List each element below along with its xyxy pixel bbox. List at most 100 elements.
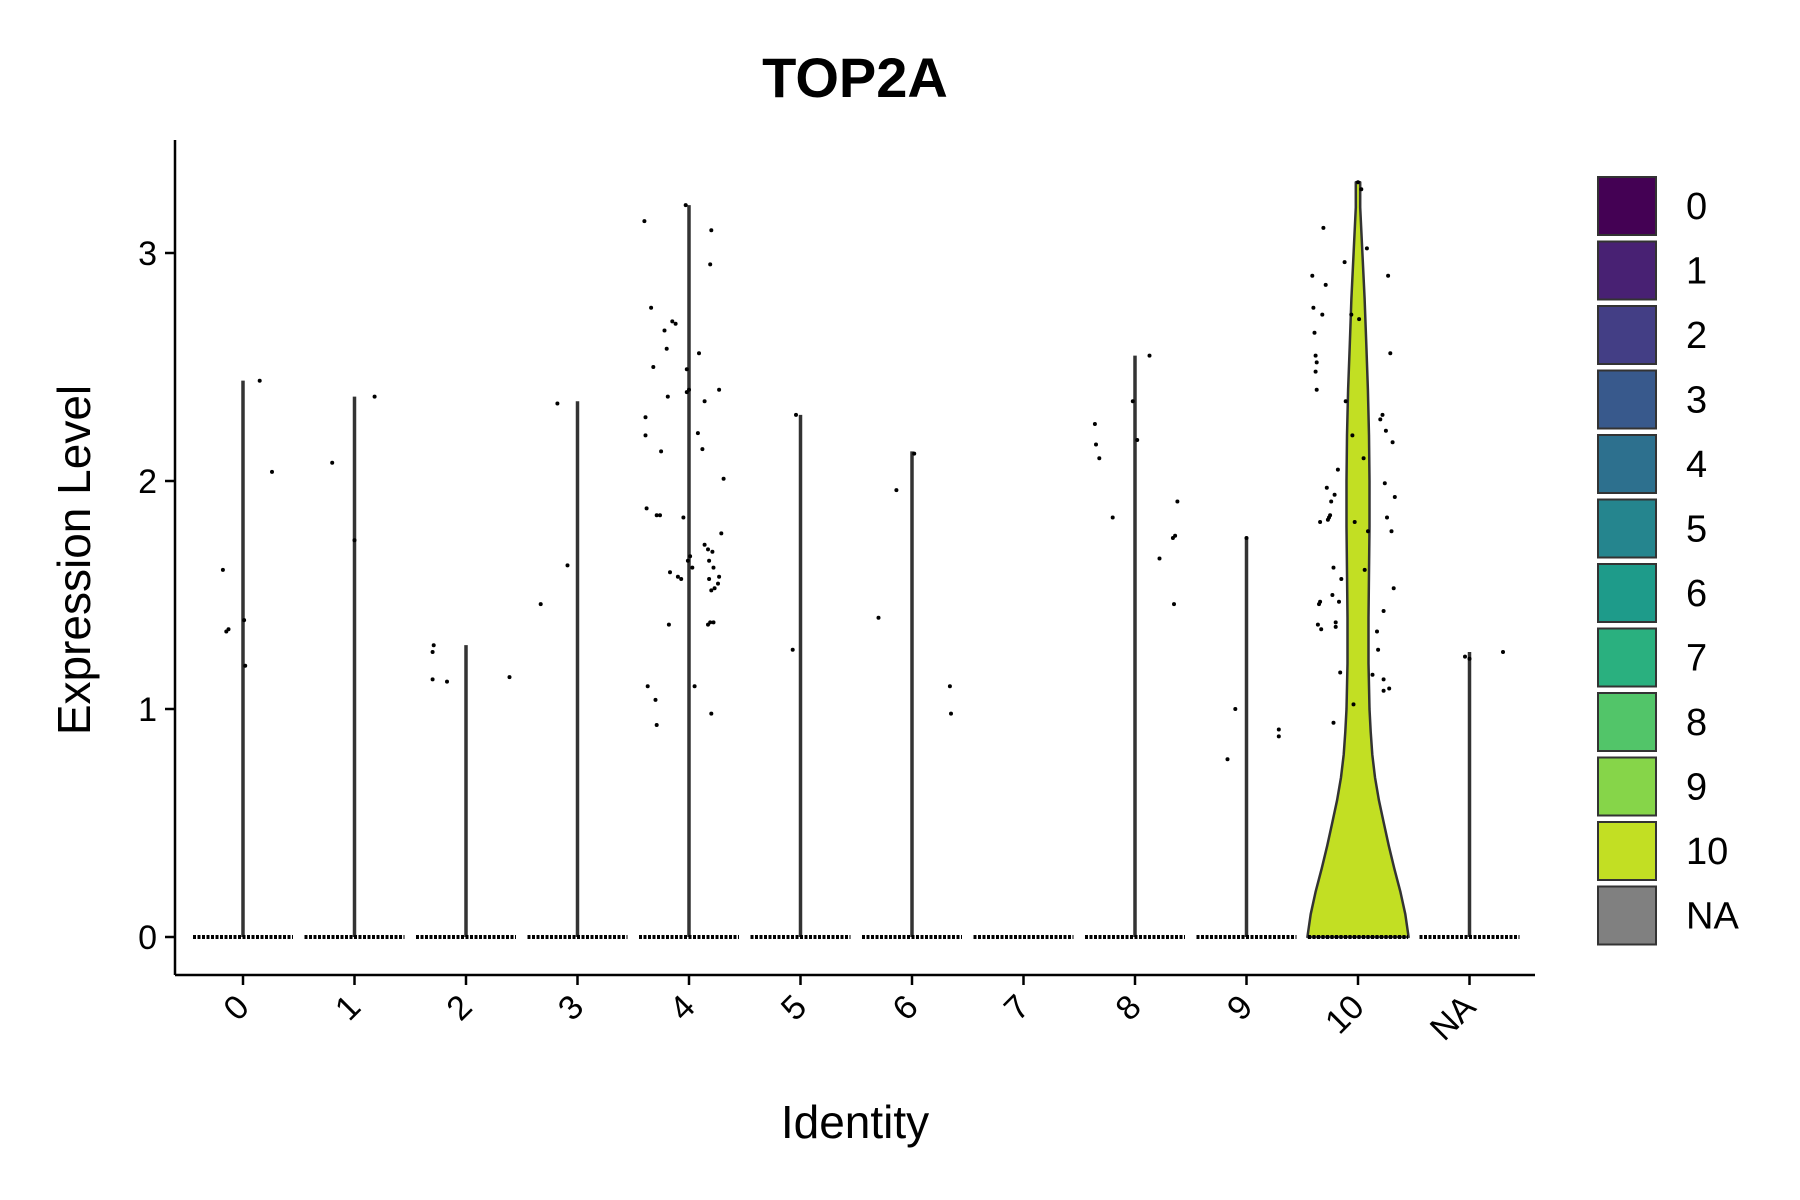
data-point — [697, 351, 701, 356]
data-point — [1366, 529, 1370, 534]
data-point — [662, 328, 667, 333]
data-point — [1319, 627, 1324, 632]
data-point — [654, 723, 659, 727]
data-point — [1359, 187, 1364, 192]
data-point — [1097, 456, 1102, 461]
data-point — [947, 684, 952, 689]
data-point — [684, 367, 689, 372]
legend-label: 6 — [1686, 573, 1707, 615]
legend-swatch — [1597, 563, 1657, 623]
data-point — [673, 321, 678, 326]
x-tick-label: 3 — [551, 988, 591, 1028]
data-point — [1276, 727, 1281, 732]
data-point — [1392, 495, 1397, 499]
data-point — [1135, 438, 1140, 442]
x-tick-label: 2 — [439, 988, 479, 1028]
data-point — [1244, 536, 1249, 540]
data-point — [1314, 387, 1319, 392]
data-point — [684, 390, 689, 395]
data-point — [1314, 360, 1319, 365]
data-point — [1318, 520, 1323, 524]
x-tick-label: 10 — [1318, 988, 1372, 1042]
x-tick-label: 0 — [216, 988, 256, 1028]
data-point — [538, 602, 543, 607]
data-point — [688, 554, 693, 559]
data-point — [1233, 707, 1238, 711]
data-point — [257, 378, 262, 383]
data-point — [654, 513, 659, 518]
data-point — [1312, 330, 1317, 335]
data-point — [1315, 622, 1320, 627]
data-point — [1361, 456, 1366, 461]
data-point — [894, 488, 899, 493]
data-point — [1333, 620, 1338, 625]
data-point — [431, 643, 436, 648]
legend-label: 5 — [1686, 509, 1707, 551]
data-point — [1328, 513, 1333, 518]
data-point — [1364, 246, 1369, 251]
data-point — [717, 574, 722, 579]
data-point — [1376, 647, 1381, 652]
data-point — [1350, 433, 1355, 438]
x-tick-label: 9 — [1220, 988, 1260, 1028]
data-point — [665, 394, 670, 399]
legend: 0 1 2 3 4 5 6 7 8 9 10 NA — [1597, 176, 1739, 946]
legend-swatch — [1597, 885, 1657, 946]
legend-swatch — [1597, 498, 1657, 559]
data-point — [1339, 577, 1344, 581]
data-point — [707, 577, 712, 581]
data-point — [702, 542, 707, 547]
plot-area — [193, 180, 1520, 939]
data-point — [270, 469, 274, 474]
data-point — [1357, 317, 1362, 322]
data-point — [664, 346, 669, 351]
data-point — [651, 365, 656, 369]
data-point — [242, 618, 247, 623]
data-point — [659, 449, 664, 454]
data-point — [330, 460, 335, 465]
data-point — [711, 565, 716, 570]
data-point — [643, 415, 648, 420]
data-point — [1332, 492, 1337, 497]
data-point — [1225, 757, 1230, 762]
data-point — [876, 615, 881, 620]
data-point — [912, 451, 917, 456]
legend-swatch — [1597, 756, 1657, 817]
data-point — [712, 586, 717, 591]
data-point — [1335, 467, 1340, 472]
data-point — [1110, 515, 1115, 520]
data-point — [1501, 650, 1505, 654]
data-point — [719, 531, 724, 536]
data-point — [1342, 260, 1347, 265]
data-point — [1383, 428, 1388, 433]
data-point — [1175, 499, 1180, 504]
data-point — [670, 319, 675, 324]
data-point — [790, 647, 795, 652]
x-tick-label: 6 — [885, 988, 925, 1028]
x-tick-label: 8 — [1108, 988, 1148, 1028]
data-point — [690, 565, 695, 570]
data-point — [1173, 533, 1178, 538]
data-point — [1389, 529, 1394, 534]
data-point — [708, 620, 713, 625]
data-point — [1381, 688, 1386, 693]
y-tick-label: 3 — [138, 235, 157, 273]
x-axis-title: Identity — [781, 1096, 929, 1148]
data-point — [1323, 282, 1328, 287]
data-point — [507, 675, 512, 680]
data-point — [1391, 586, 1396, 591]
data-point — [226, 627, 231, 632]
data-point — [1385, 515, 1389, 520]
legend-swatch — [1597, 627, 1657, 688]
data-point — [1467, 656, 1472, 661]
data-point — [1092, 422, 1097, 426]
x-tick-label: 5 — [774, 988, 814, 1028]
data-point — [1310, 273, 1315, 278]
data-point — [1387, 686, 1392, 691]
data-point — [692, 684, 697, 689]
data-point — [645, 684, 650, 689]
data-point — [711, 620, 716, 625]
data-point — [1382, 481, 1387, 486]
data-point — [1313, 369, 1318, 374]
data-point — [1362, 567, 1367, 572]
